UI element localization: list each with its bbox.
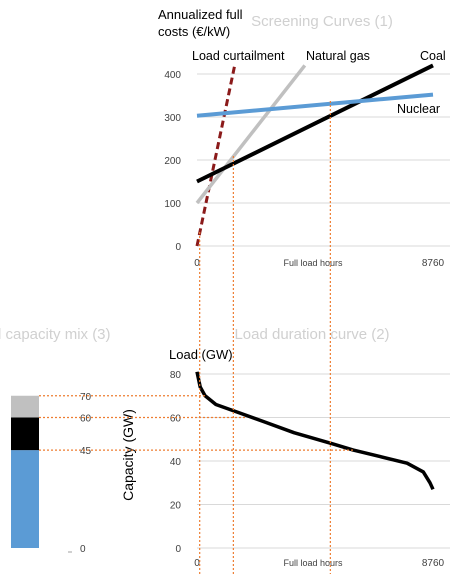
sc-x-tick-label: 0 (194, 258, 200, 269)
sc-series-nuclear (196, 92, 434, 118)
sc-series-label-load-curtailment: Load curtailment (192, 49, 285, 63)
sc-y-tick-label: 100 (164, 199, 181, 210)
sc-y-tick-label: 200 (164, 156, 181, 167)
ldc-x-tick-label: 8760 (422, 558, 445, 569)
sc-series-natural-gas (195, 64, 307, 205)
sc-series-load-curtailment (195, 65, 237, 247)
ldc-y-tick-label: 0 (175, 544, 181, 555)
sc-x-tick-label: 8760 (422, 258, 445, 269)
sc-y-axis-label: Annualized full (158, 7, 243, 22)
mix-chart-title: l capacity mix (3) (0, 326, 111, 343)
mix-y-tick-label: 45 (80, 446, 92, 457)
sc-y-axis-label: costs (€/kW) (158, 24, 230, 39)
mix-bar-segment-nuclear (11, 450, 39, 548)
sc-x-axis-label: Full load hours (283, 258, 343, 268)
ldc-y-tick-label: 40 (170, 457, 182, 468)
ldc-series-load (195, 371, 435, 491)
ldc-y-tick-label: 60 (170, 414, 182, 425)
sc-y-tick-label: 0 (175, 242, 181, 253)
mix-y-tick-label: 70 (80, 392, 92, 403)
sc-series-coal (196, 63, 434, 184)
ldc-y-axis-label: Load (GW) (169, 347, 233, 362)
sc-series-label-nuclear: Nuclear (397, 102, 440, 116)
ldc-y-tick-label: 20 (170, 501, 182, 512)
sc-y-tick-label: 400 (164, 70, 181, 81)
mix-y-tick-label: 60 (80, 414, 92, 425)
sc-series-label-coal: Coal (420, 49, 446, 63)
sc-chart-title: Screening Curves (1) (251, 13, 393, 30)
sc-series-label-natural-gas: Natural gas (306, 49, 370, 63)
mix-bar-segment-natural-gas (11, 395, 39, 418)
ldc-y-tick-label: 80 (170, 370, 182, 381)
mix-y-tick-label: 0 (80, 544, 86, 555)
mix-bar-segment-coal (11, 417, 39, 451)
ldc-x-axis-label: Full load hours (283, 558, 343, 568)
mix-y-axis-label: Capacity (GW) (120, 409, 136, 501)
ldc-chart-title: Load duration curve (2) (234, 326, 389, 343)
sc-y-tick-label: 300 (164, 113, 181, 124)
ldc-x-tick-label: 0 (194, 558, 200, 569)
